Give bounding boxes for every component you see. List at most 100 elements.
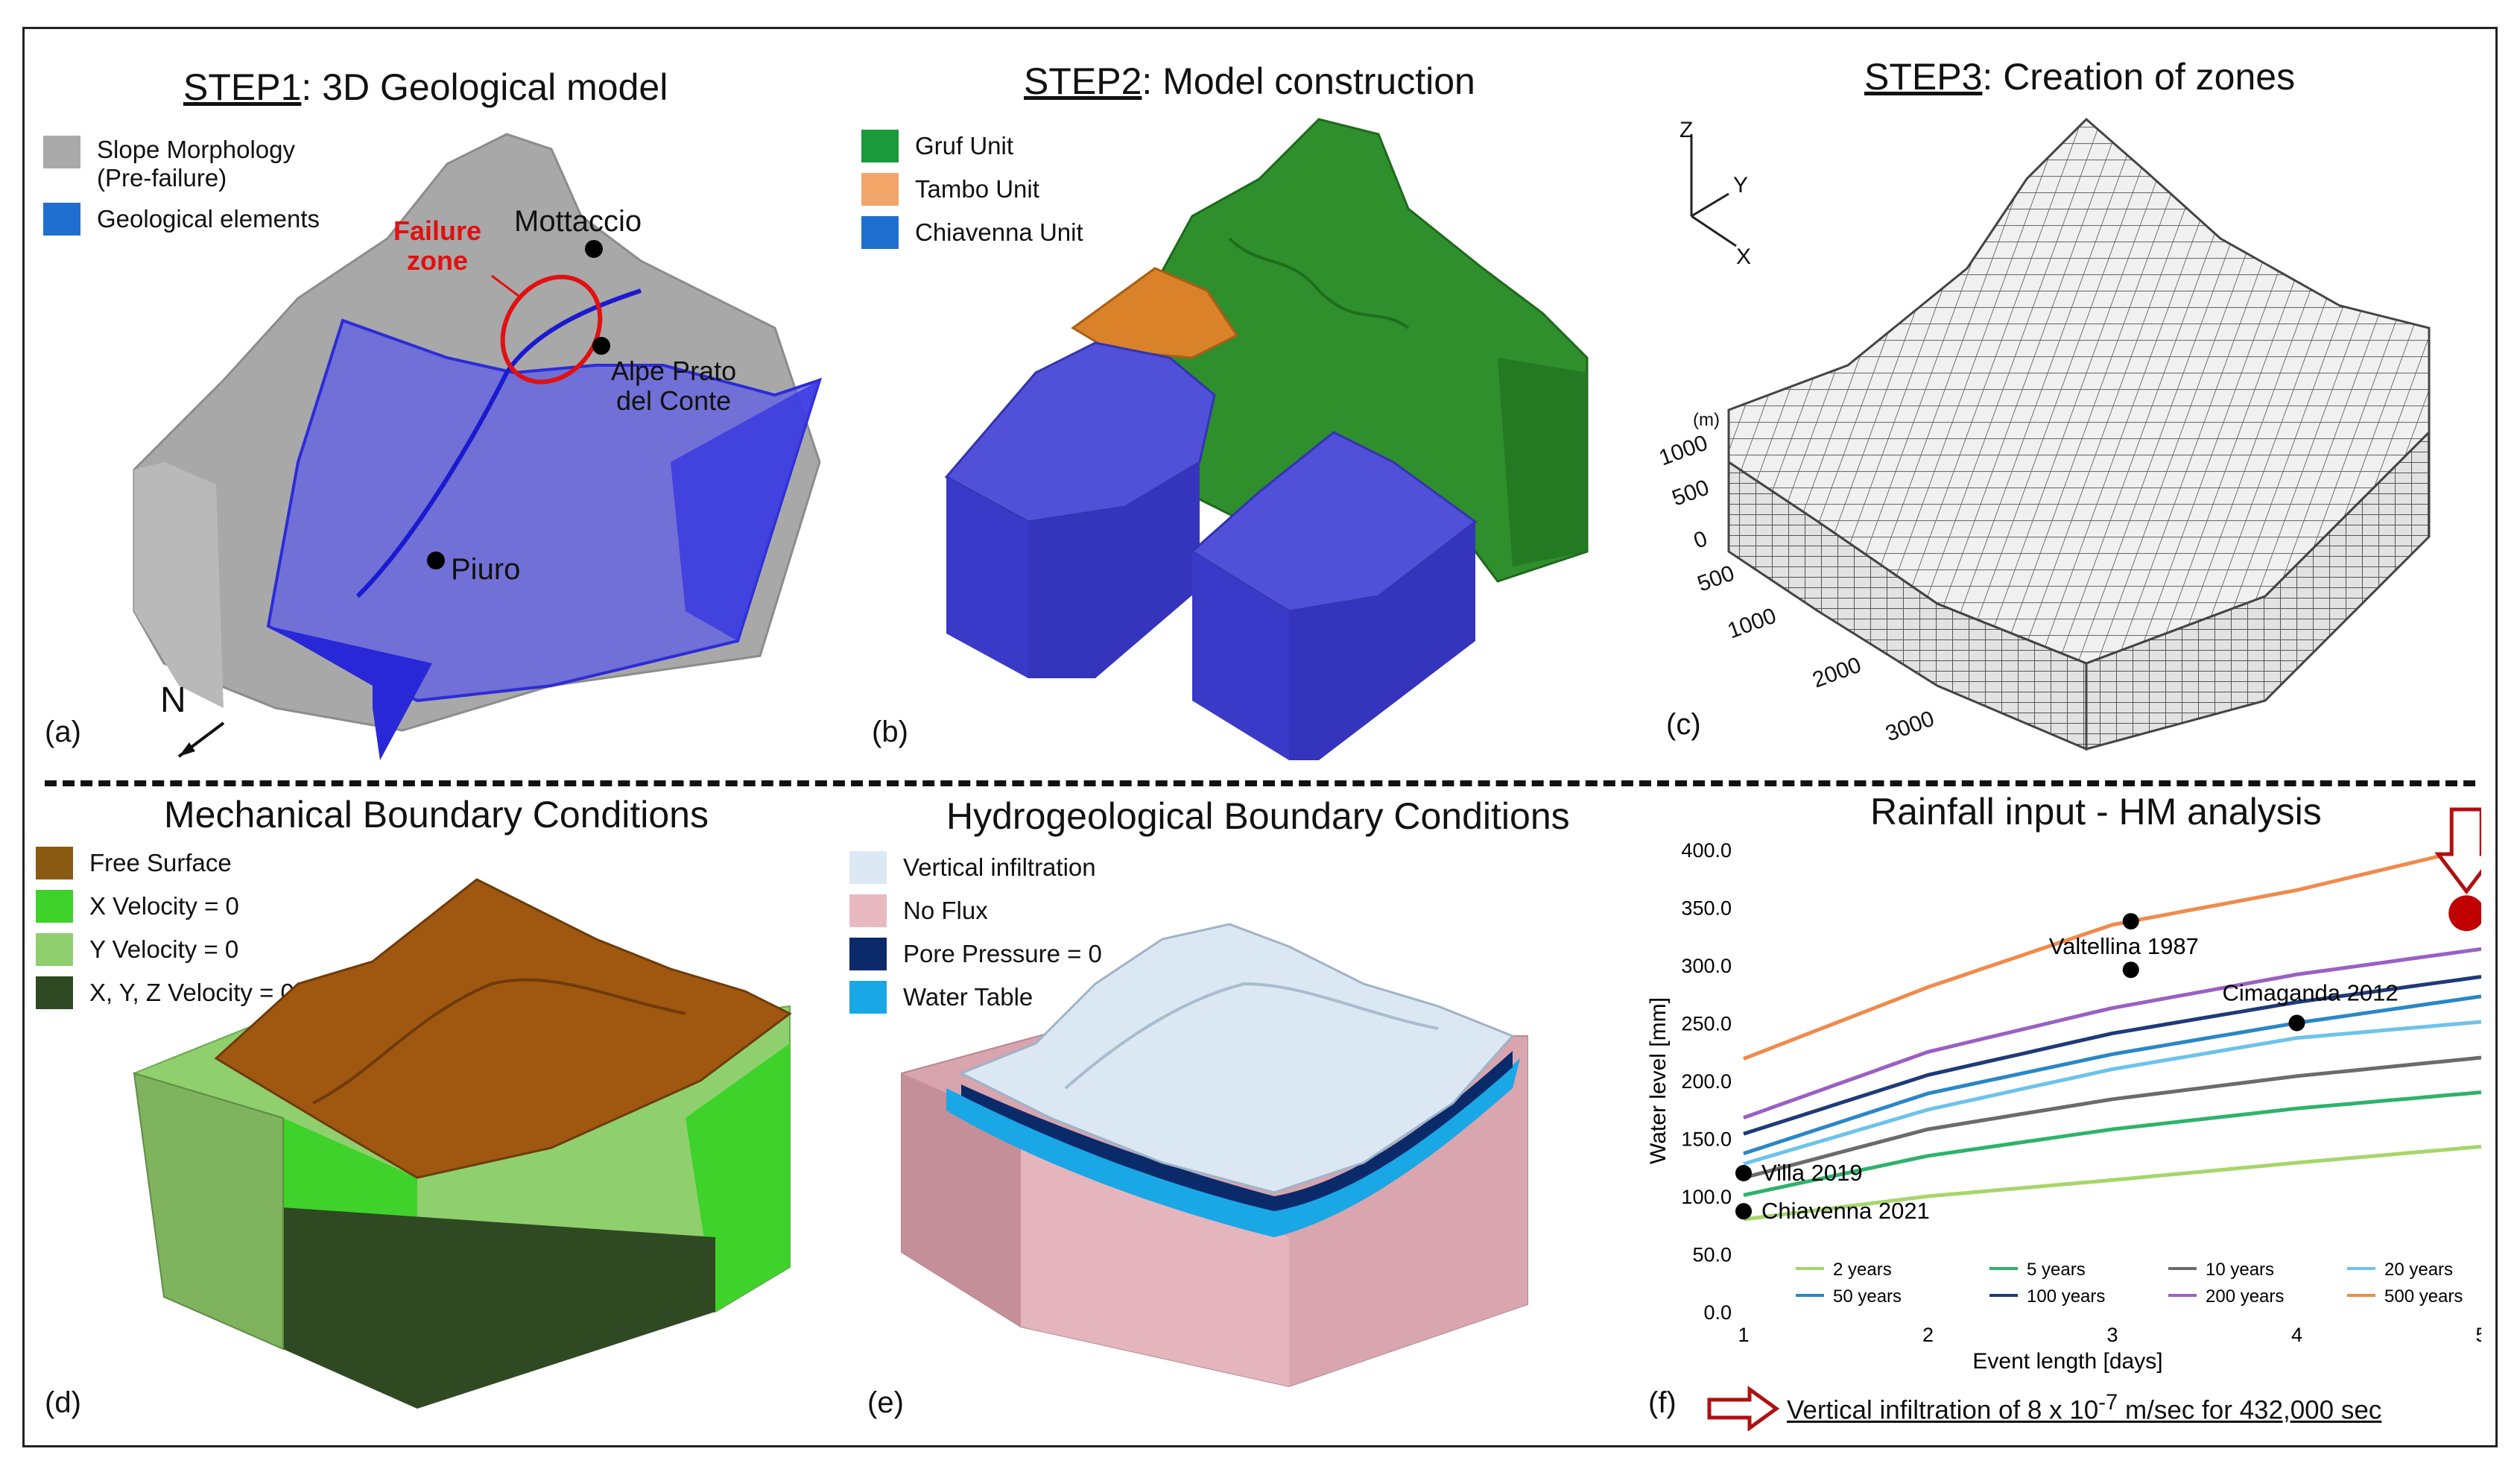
panel-d-title: Mechanical Boundary Conditions <box>164 794 709 836</box>
failure-zone-arrow <box>491 274 522 300</box>
panel-b-label: (b) <box>872 716 908 748</box>
legend-label: Gruf Unit <box>915 132 1014 159</box>
legend-swatch-x-velocity <box>36 890 73 923</box>
series-line <box>1743 994 2481 1155</box>
panel-d-label: (d) <box>45 1386 81 1419</box>
footnote-end: m/sec for 432,000 sec <box>2118 1395 2382 1425</box>
series-line <box>1743 947 2481 1119</box>
chiavenna-block-right-front <box>1289 522 1475 760</box>
axis-z-label: Z <box>1680 118 1694 142</box>
event-marker <box>1735 1165 1752 1181</box>
model-construction-figure <box>944 118 1589 760</box>
axis-x-label: X <box>1736 244 1752 269</box>
panel-e: Hydrogeological Boundary Conditions Vert… <box>842 790 1617 1446</box>
legend-item: Geological elements <box>43 203 320 236</box>
chart-title: Rainfall input - HM analysis <box>1870 791 2322 833</box>
gruf-side-face <box>1498 358 1587 566</box>
y-axis-title: Water level [mm] <box>1646 997 1671 1164</box>
panel-e-title: Hydrogeological Boundary Conditions <box>946 795 1570 837</box>
panel-c-title-rest: : Creation of zones <box>1982 56 2296 98</box>
failure-zone-label: Failure zone <box>393 215 482 276</box>
x-axis-title: Event length [days] <box>1972 1349 2162 1374</box>
legend-item: Free Surface <box>36 847 294 879</box>
legend-swatch-geological <box>43 203 80 236</box>
event-label: Valtellina 1987 <box>2049 933 2199 959</box>
mesh-unit-label: (m) <box>1693 410 1720 430</box>
geological-fault-plane <box>268 626 432 760</box>
y-tick-label: 50.0 <box>1692 1244 1732 1266</box>
infiltration-ridge <box>1064 982 1439 1090</box>
legend-swatch-y-velocity <box>36 933 73 966</box>
mechanical-bc-figure <box>133 878 792 1409</box>
y-tick-label: 150.0 <box>1681 1128 1732 1151</box>
event-marker <box>2122 913 2139 930</box>
axis-y-label: Y <box>1733 173 1749 198</box>
rainfall-chart: 0.0 50.0 100.0 150.0 200.0 250.0 300.0 350.0 400… <box>1646 807 2481 1374</box>
chiavenna-block-left-front <box>1028 462 1200 678</box>
figure-frame <box>22 27 2498 1447</box>
legend-label: Free Surface <box>89 849 232 877</box>
x-tick-label: 2 <box>1922 1324 1934 1346</box>
y-tick-label: 350.0 <box>1681 897 1732 920</box>
event-label: Cimaganda 2012 <box>2223 980 2399 1006</box>
north-arrowhead-icon <box>179 742 195 757</box>
panel-c: STEP3: Creation of zones Z Y X (m) 1000 … <box>1624 45 2481 760</box>
slope-side-face <box>134 462 224 708</box>
panel-f-label: (f) <box>1648 1386 1677 1419</box>
x-velocity-back-face <box>283 1118 417 1222</box>
mesh-right-face <box>2085 429 2431 751</box>
xyz-velocity-base <box>283 1207 715 1409</box>
y-velocity-left-face <box>133 1072 284 1351</box>
legend-label: Y Velocity = 0 <box>89 935 239 963</box>
legend-swatch-chiavenna <box>861 216 899 249</box>
series-line <box>1743 1090 2481 1197</box>
legend-label: 500 years <box>2384 1286 2463 1307</box>
legend-item: Tambo Unit <box>861 173 1083 206</box>
series-line <box>1743 1144 2481 1222</box>
axis-y-line <box>1691 192 1729 218</box>
panel-a-title-step: STEP1 <box>183 66 302 108</box>
x-tick-label: 4 <box>2291 1324 2302 1346</box>
legend-label: 100 years <box>2027 1286 2105 1307</box>
legend-label: Geological elements <box>97 205 320 233</box>
legend-swatch-xyz-velocity <box>36 976 73 1009</box>
panel-f: Rainfall input - HM analysis 0.0 50.0 100.… <box>1624 790 2481 1446</box>
north-label: N <box>160 680 186 720</box>
legend-item: Water Table <box>849 981 1102 1014</box>
place-mottaccio: Mottaccio <box>514 205 642 238</box>
legend-label: Slope Morphology (Pre-failure) <box>97 136 295 192</box>
place-marker-piuro <box>427 552 445 569</box>
legend-label: X, Y, Z Velocity = 0 <box>89 979 294 1006</box>
panel-a-legend: Slope Morphology (Pre-failure) Geological… <box>43 136 320 246</box>
chiavenna-block-right-side <box>1192 552 1289 760</box>
legend-label: Chiavenna Unit <box>915 218 1083 246</box>
highlight-arrow-icon <box>2434 807 2481 895</box>
legend-swatch-no-flux <box>849 894 887 927</box>
legend-label: 10 years <box>2206 1260 2274 1280</box>
legend-label: 5 years <box>2027 1260 2086 1280</box>
free-surface-ridge <box>312 978 686 1105</box>
panel-b-title: STEP2: Model construction <box>1024 60 1475 103</box>
panel-d: Mechanical Boundary Conditions Free Surf… <box>30 790 835 1446</box>
legend-item: Y Velocity = 0 <box>36 933 294 966</box>
no-flux-left-face <box>902 1073 1021 1327</box>
legend-item: Pore Pressure = 0 <box>849 938 1102 970</box>
panel-a: STEP1: 3D Geological model Slope Morphol… <box>30 45 835 760</box>
panel-c-title-step: STEP3 <box>1864 56 1983 98</box>
chiavenna-block-left-top <box>944 341 1216 523</box>
panel-d-legend: Free Surface X Velocity = 0 Y Velocity =… <box>36 847 294 1020</box>
place-piuro: Piuro <box>451 553 521 586</box>
fault-trace <box>355 288 642 598</box>
panel-a-label: (a) <box>45 716 81 748</box>
panel-b-title-step: STEP2 <box>1024 60 1142 102</box>
failure-zone-ellipse <box>500 274 603 385</box>
infiltration-footnote: Vertical infiltration of 8 x 10-7 m/sec … <box>1787 1391 2381 1426</box>
chiavenna-block-left-side <box>946 477 1028 678</box>
legend-label: Vertical infiltration <box>903 853 1096 881</box>
legend-label: Water Table <box>903 983 1033 1011</box>
legend-swatch-vertical-infiltration <box>849 851 887 884</box>
axis-x-line <box>1691 215 1737 247</box>
legend-label: Pore Pressure = 0 <box>903 940 1102 967</box>
infiltration-arrow-icon <box>1707 1386 1780 1431</box>
legend-swatch-pore-pressure <box>849 938 887 970</box>
